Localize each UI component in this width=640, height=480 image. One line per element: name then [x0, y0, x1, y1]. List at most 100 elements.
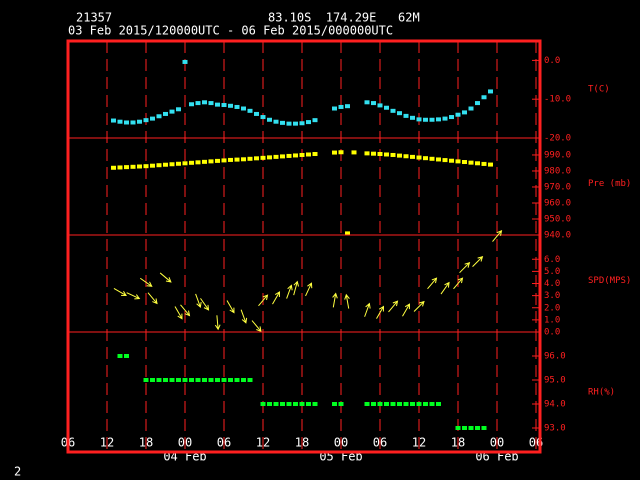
x-tick-label: 06 [373, 436, 387, 450]
data-point [273, 154, 279, 159]
data-point [286, 121, 292, 126]
data-point [195, 160, 201, 165]
y-axis-label: Pre (mb) [588, 179, 631, 189]
wind-arrow [364, 302, 371, 317]
y-tick-label: 5.0 [544, 267, 560, 277]
data-point [195, 378, 201, 382]
data-point [163, 111, 168, 116]
wind-arrow [402, 303, 411, 317]
data-point [429, 117, 435, 122]
data-point [384, 105, 389, 110]
wind-arrow [344, 293, 350, 309]
data-point [462, 160, 467, 165]
wind-arrow [113, 288, 127, 297]
data-point [410, 402, 415, 406]
data-point [221, 158, 227, 163]
wind-arrow [472, 255, 484, 267]
data-point [124, 354, 129, 358]
data-point [475, 101, 480, 106]
data-point [436, 117, 441, 122]
wind-arrow [286, 284, 293, 299]
data-point [124, 165, 129, 170]
data-point [468, 160, 474, 165]
y-tick-label: 950.0 [544, 214, 571, 224]
data-point [338, 402, 344, 406]
wind-arrow [272, 291, 281, 305]
data-point [247, 108, 253, 113]
data-point [169, 162, 175, 167]
y-tick-label: -20.0 [544, 134, 571, 144]
y-tick-label: 970.0 [544, 182, 571, 192]
y-tick-label: 95.0 [544, 376, 566, 386]
data-point [280, 154, 285, 159]
data-point [182, 59, 188, 64]
y-tick-label: -10.0 [544, 95, 571, 105]
data-point [286, 402, 292, 406]
data-point [280, 120, 285, 125]
page-number: 2 [14, 465, 21, 479]
data-point [286, 153, 292, 158]
data-point [215, 102, 220, 107]
y-tick-label: 0.0 [544, 56, 560, 66]
data-point [202, 378, 207, 382]
wind-arrow [126, 292, 141, 300]
y-tick-label: 2.0 [544, 303, 560, 313]
data-point [364, 402, 370, 406]
data-point [390, 152, 396, 157]
data-point [403, 113, 409, 118]
data-point [462, 110, 467, 115]
y-tick-label: 940.0 [544, 231, 571, 241]
y-tick-label: 94.0 [544, 400, 566, 410]
data-point [143, 118, 149, 123]
data-point [455, 112, 461, 117]
data-point [163, 162, 168, 167]
data-point [416, 117, 422, 122]
data-point [150, 378, 155, 382]
data-point [423, 117, 428, 122]
data-point [234, 104, 240, 109]
data-point [423, 402, 428, 406]
wind-arrow [159, 272, 172, 283]
data-point [403, 402, 409, 406]
data-point [475, 426, 480, 430]
data-point [364, 100, 370, 105]
data-point [176, 161, 181, 166]
data-point [241, 378, 246, 382]
data-point [481, 95, 487, 100]
x-tick-label: 00 [334, 436, 348, 450]
data-point [202, 159, 207, 164]
data-point [364, 151, 370, 156]
y-tick-label: 4.0 [544, 279, 560, 289]
data-point [345, 231, 350, 236]
data-point [468, 106, 474, 111]
wind-arrow [332, 292, 338, 308]
data-point [111, 165, 116, 170]
x-tick-label: 18 [139, 436, 153, 450]
data-point [332, 402, 337, 406]
data-point [384, 152, 389, 157]
data-point [312, 118, 318, 123]
y-tick-label: 980.0 [544, 166, 571, 176]
data-point [208, 101, 214, 106]
wind-arrow [200, 298, 210, 311]
data-point [247, 156, 253, 161]
data-point [137, 164, 142, 169]
data-point [299, 121, 305, 126]
y-axis-label: SPD(MPS) [588, 276, 631, 286]
data-point [176, 107, 181, 112]
data-point [455, 426, 461, 430]
data-point [241, 106, 246, 111]
wind-arrow [376, 305, 385, 319]
data-point [397, 153, 402, 158]
wind-arrow [195, 293, 202, 309]
data-point [390, 402, 396, 406]
x-tick-label: 18 [295, 436, 309, 450]
x-tick-label: 18 [451, 436, 465, 450]
wind-arrow [459, 262, 471, 274]
data-point [273, 119, 279, 124]
wind-arrow [427, 277, 438, 290]
y-axis-label: T(C) [588, 85, 610, 95]
data-point [234, 378, 240, 382]
data-point [202, 100, 207, 105]
